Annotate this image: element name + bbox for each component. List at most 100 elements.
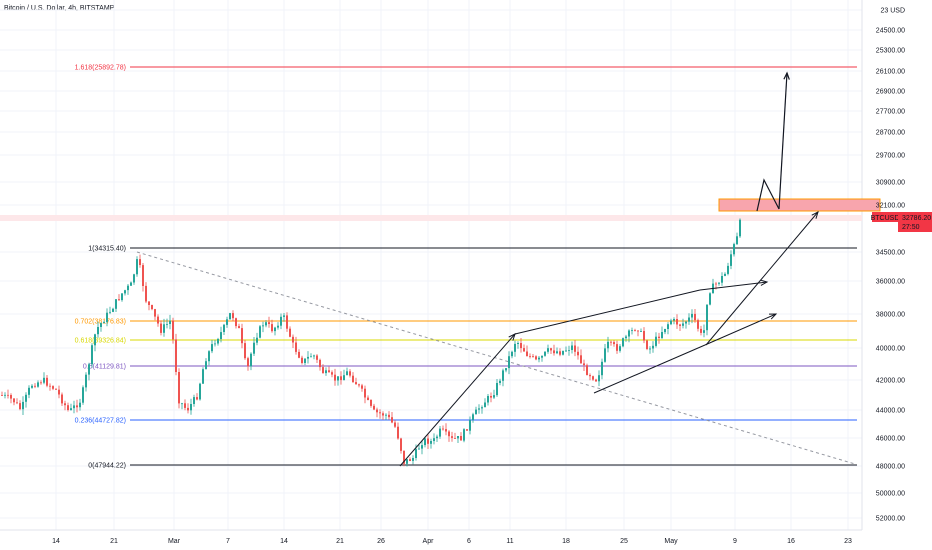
candle-body xyxy=(469,419,471,431)
candle-body xyxy=(13,398,15,403)
last-price-tag: BTCUSD 32786.20 27:50 xyxy=(871,212,932,232)
candle-body xyxy=(193,397,195,404)
candle-body xyxy=(577,351,579,356)
time-tick-label: 26 xyxy=(377,538,385,545)
candle-body xyxy=(610,341,612,343)
price-tick-label: 29700.00 xyxy=(876,153,905,160)
candle-body xyxy=(151,305,153,310)
candle-body xyxy=(475,409,477,415)
candle-body xyxy=(106,312,108,323)
candle-body xyxy=(4,394,6,396)
candle-body xyxy=(427,438,429,444)
candle-body xyxy=(316,355,318,360)
candle-body xyxy=(184,403,186,408)
candle-body xyxy=(697,320,699,329)
candle-body xyxy=(490,396,492,398)
candle-body xyxy=(517,343,519,344)
candle-body xyxy=(82,387,84,403)
candle-body xyxy=(736,236,738,245)
candle-body xyxy=(229,313,231,320)
candle-body xyxy=(448,431,450,437)
projection-arrow xyxy=(705,211,819,346)
candle-body xyxy=(175,339,177,372)
fib-level-label: 1.618(25892.78) xyxy=(75,65,126,72)
zigzag-path xyxy=(756,178,780,212)
candle-body xyxy=(88,364,90,375)
candle-body xyxy=(37,382,39,387)
candle-body xyxy=(160,323,162,333)
candle-body xyxy=(187,407,189,411)
candle-body xyxy=(364,388,366,398)
candle-body xyxy=(409,459,411,461)
price-tick-label: 40000.00 xyxy=(876,346,905,353)
candle-body xyxy=(649,348,651,350)
candle-body xyxy=(346,371,348,376)
candle-body xyxy=(97,327,99,335)
candle-body xyxy=(76,405,78,408)
candle-body xyxy=(190,404,192,411)
time-tick-label: 16 xyxy=(787,538,795,545)
candle-body xyxy=(22,401,24,410)
price-axis[interactable]: 23 USD 24500.00 25300.00 26100.00 26900.00 27… xyxy=(876,8,905,523)
candle-body xyxy=(415,449,417,458)
price-tick-label: 26900.00 xyxy=(876,89,905,96)
candle-body xyxy=(16,402,18,404)
candle-body xyxy=(394,422,396,427)
time-tick-label: 11 xyxy=(506,538,513,545)
candle-body xyxy=(49,385,51,387)
candle-body xyxy=(103,322,105,324)
candle-body xyxy=(430,441,432,444)
candle-body xyxy=(64,403,66,406)
last-price-symbol-bg xyxy=(872,212,898,222)
candle-body xyxy=(739,219,741,237)
candle-body xyxy=(109,311,111,313)
price-tick-label: 46000.00 xyxy=(876,436,905,443)
fib-level-label: 0.236(44727.82) xyxy=(75,418,126,425)
candle-body xyxy=(586,365,588,376)
channel-upper-line xyxy=(514,289,701,335)
candle-body xyxy=(46,377,48,386)
time-tick-label: May xyxy=(664,538,678,545)
candle-body xyxy=(289,328,291,337)
candle-body xyxy=(142,265,144,286)
candle-body xyxy=(646,340,648,349)
candle-body xyxy=(58,389,60,395)
price-tick-label: 52000.00 xyxy=(876,516,905,523)
candle-body xyxy=(55,388,57,390)
candle-body xyxy=(349,371,351,376)
candle-body xyxy=(25,394,27,402)
time-tick-label: 14 xyxy=(52,538,60,545)
time-tick-label: 7 xyxy=(226,538,230,545)
price-tick-label: 38000.00 xyxy=(876,312,905,319)
candle-body xyxy=(433,438,435,441)
candle-body xyxy=(313,355,315,357)
candle-body xyxy=(67,405,69,410)
candle-body xyxy=(154,309,156,317)
candle-body xyxy=(172,320,174,340)
candle-body xyxy=(202,369,204,384)
candle-body xyxy=(502,370,504,381)
candle-body xyxy=(262,325,264,327)
candle-body xyxy=(544,351,546,356)
candle-body xyxy=(310,356,312,358)
candle-body xyxy=(277,325,279,328)
time-axis[interactable]: 14 21 Mar 7 14 21 26 Apr 6 11 18 25 May 9 16 23 xyxy=(52,538,852,545)
candle-body xyxy=(421,445,423,449)
candle-body xyxy=(457,436,459,439)
candle-body xyxy=(472,414,474,420)
candle-body xyxy=(124,290,126,294)
candle-body xyxy=(379,412,381,414)
candle-body xyxy=(508,356,510,369)
candle-body xyxy=(343,375,345,381)
candle-body xyxy=(607,341,609,349)
candle-body xyxy=(337,376,339,381)
candle-body xyxy=(385,414,387,416)
candle-body xyxy=(169,320,171,324)
target-arrow xyxy=(778,72,788,210)
candle-body xyxy=(91,345,93,365)
candle-body xyxy=(247,358,249,367)
candle-body xyxy=(118,299,120,301)
candle-body xyxy=(133,274,135,283)
candle-body xyxy=(388,414,390,418)
